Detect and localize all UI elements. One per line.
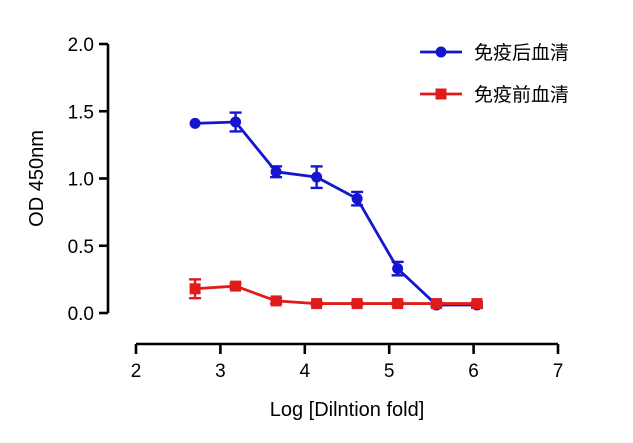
legend-label: 免疫前血清	[474, 84, 569, 106]
x-tick-label: 4	[300, 361, 311, 382]
data-point	[430, 298, 442, 310]
legend-marker	[435, 88, 447, 100]
data-point	[189, 283, 201, 295]
x-axis-title: Log [Dilntion fold]	[270, 399, 425, 421]
y-tick-label: 1.0	[68, 170, 94, 191]
legend-label: 免疫后血清	[474, 42, 569, 64]
data-point	[311, 298, 323, 310]
series-line	[194, 284, 477, 305]
data-point	[392, 298, 404, 310]
y-tick-label: 0.0	[68, 304, 94, 325]
data-point	[270, 166, 282, 178]
series-1	[189, 278, 483, 310]
data-point	[351, 193, 363, 205]
series-layer	[189, 111, 483, 311]
data-point	[189, 117, 201, 129]
data-point	[311, 171, 323, 183]
x-tick-label: 5	[384, 361, 395, 382]
legend-item-1: 免疫前血清	[420, 84, 569, 106]
data-point	[270, 295, 282, 307]
x-tick-label: 3	[215, 361, 226, 382]
legend-marker	[435, 46, 447, 58]
data-point	[471, 298, 483, 310]
y-tick-label: 1.5	[68, 102, 94, 123]
legend-item-0: 免疫后血清	[420, 42, 569, 64]
data-point	[351, 298, 363, 310]
y-axis-title: OD 450nm	[26, 130, 48, 227]
data-point	[230, 116, 242, 128]
x-tick-label: 2	[131, 361, 142, 382]
x-tick-label: 6	[468, 361, 479, 382]
y-tick-label: 2.0	[68, 35, 94, 56]
series-line	[195, 120, 477, 307]
y-tick-label: 0.5	[68, 237, 94, 258]
axes: 0.0 0.5 1.0 1.5 2.0 2 3 4 5 6 7	[68, 35, 564, 382]
x-tick-label: 7	[553, 361, 564, 382]
data-point	[392, 263, 404, 275]
data-point	[230, 280, 242, 292]
